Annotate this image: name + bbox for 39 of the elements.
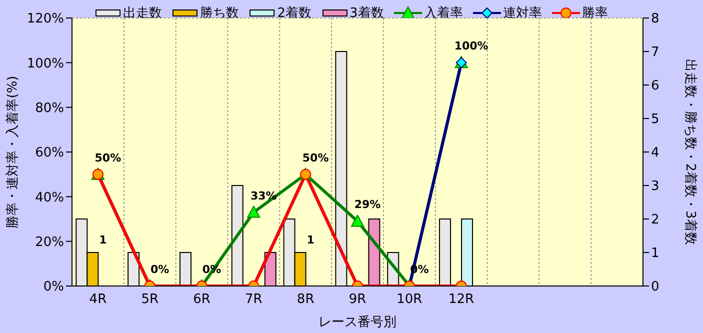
y-tick-label: 20% — [35, 234, 64, 250]
y-tick-label: 80% — [35, 100, 64, 116]
y-tick-label: 120% — [26, 12, 64, 27]
y-tick-label: 60% — [35, 146, 64, 161]
x-tick-label: 12R — [448, 292, 474, 308]
y2-tick-label: 6 — [651, 78, 660, 94]
y2-tick-label: 4 — [651, 146, 660, 161]
x-tick-label: 4R — [89, 292, 107, 308]
y2-tick-label: 1 — [651, 246, 660, 262]
y2-tick-label: 2 — [651, 212, 660, 228]
x-tick-label: 5R — [141, 292, 159, 308]
x-tick-label: 8R — [296, 292, 314, 308]
data-label: 1 — [99, 234, 107, 247]
y2-axis-title: 出走数・勝ち数・2着数・3着数 — [682, 59, 698, 245]
y2-tick-label: 5 — [651, 112, 660, 128]
data-label: 50% — [302, 151, 329, 164]
legend-label: 2着数 — [277, 5, 312, 22]
y2-tick-label: 8 — [651, 12, 660, 27]
data-label: 50% — [94, 151, 122, 164]
y-tick-label: 0% — [43, 280, 64, 295]
point — [351, 214, 364, 227]
x-tick-label: 10R — [396, 292, 422, 308]
x-tick-label: 6R — [193, 292, 210, 308]
y2-tick-label: 3 — [651, 179, 660, 194]
y2-tick-label: 7 — [651, 45, 660, 60]
y-tick-label: 100% — [26, 56, 64, 72]
y-axis-title: 勝率・連対率・入着率(%) — [4, 76, 21, 228]
point — [247, 206, 260, 218]
x-tick-label: 9R — [348, 292, 366, 308]
data-label: 0% — [150, 263, 170, 276]
data-label: 29% — [354, 198, 381, 212]
y-tick-label: 40% — [35, 190, 64, 206]
y2-tick-label: 0 — [651, 280, 660, 295]
legend-label: 勝率 — [582, 5, 608, 22]
x-tick-label: 7R — [245, 292, 262, 308]
x-axis-title: レース番号別 — [318, 315, 396, 330]
data-label: 100% — [454, 40, 488, 53]
data-label: 1 — [306, 234, 314, 247]
legend-label: 3着数 — [350, 5, 384, 22]
